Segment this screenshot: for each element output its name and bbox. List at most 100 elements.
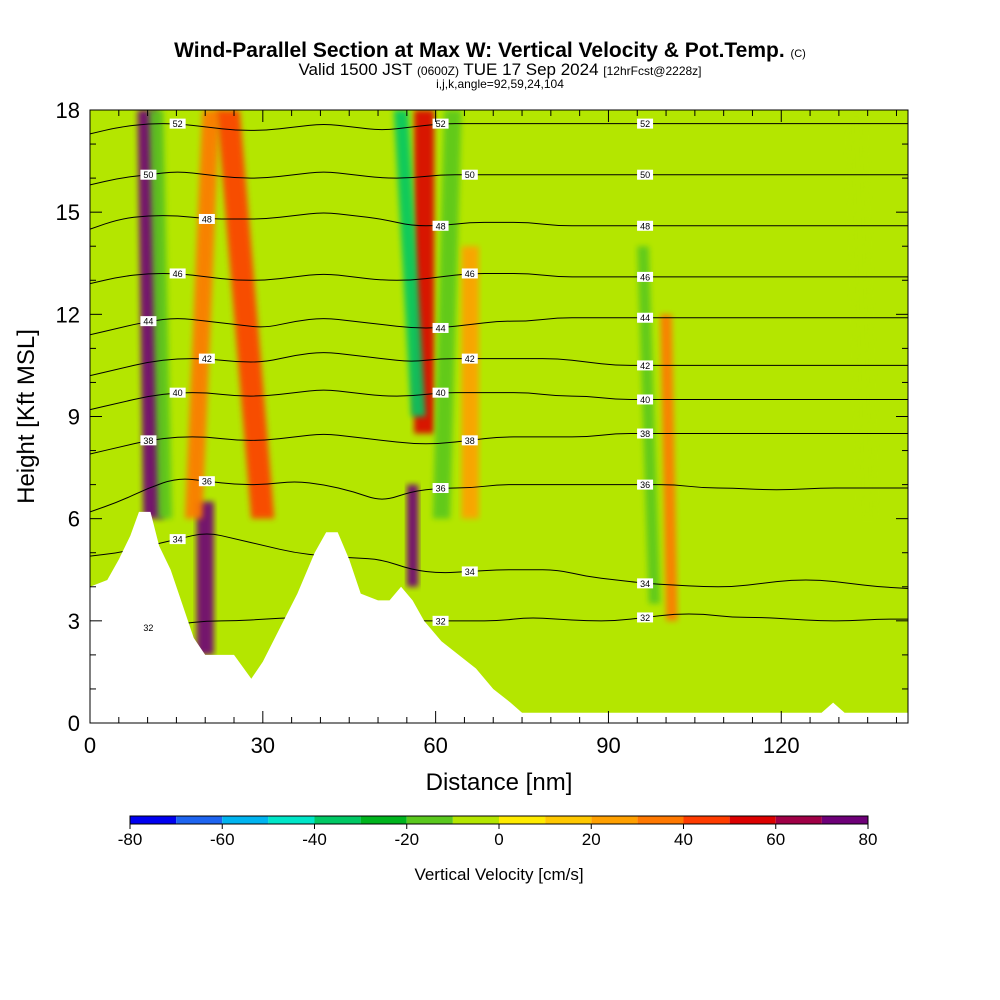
theta-contour-38 [90,433,908,455]
contour-label-48: 48 [436,221,446,231]
chart-subtitle: Valid 1500 JST (0600Z) TUE 17 Sep 2024 [… [298,60,701,79]
contour-label-bg [169,118,186,129]
contour-label-bg [198,213,215,224]
colorbar-tick-label: -60 [210,830,235,849]
contour-label-bg [637,612,654,623]
colorbar-segment [222,816,269,824]
contour-label-bg [169,268,186,279]
contour-label-bg [169,534,186,545]
colorbar-segment [821,816,868,824]
colorbar-segment [176,816,223,824]
contour-label-34: 34 [465,567,475,577]
contour-label-bg [637,220,654,231]
velocity-band-3 [185,110,220,519]
contour-label-bg [432,220,449,231]
contour-label-bg [140,169,157,180]
contour-label-bg [637,360,654,371]
contour-label-52: 52 [436,119,446,129]
contour-label-48: 48 [202,214,212,224]
contour-label-34: 34 [173,535,183,545]
contour-label-bg [169,387,186,398]
contour-label-bg [432,118,449,129]
contour-label-44: 44 [640,313,650,323]
contour-label-32: 32 [640,613,650,623]
y-tick-label: 9 [68,405,80,430]
contour-label-46: 46 [640,272,650,282]
contour-label-bg [432,322,449,333]
velocity-field [137,110,877,655]
contour-label-bg [637,479,654,490]
colorbar: -80 -60 -40 -20 0 20 40 60 80 [118,815,878,849]
contour-label-38: 38 [465,436,475,446]
x-tick-label: 30 [251,733,275,758]
contour-label-36: 36 [436,484,446,494]
colorbar-segment [637,816,684,824]
theta-contour-46 [90,272,908,285]
contour-label-bg [461,435,478,446]
colorbar-tick-label: 20 [582,830,601,849]
contour-label-32: 32 [436,616,446,626]
colorbar-segment [452,816,499,824]
contour-label-bg [198,353,215,364]
y-tick-label: 12 [56,302,80,327]
contour-label-50: 50 [465,170,475,180]
contour-label-bg [140,316,157,327]
contour-label-bg [140,435,157,446]
contour-label-34: 34 [640,579,650,589]
contour-label-46: 46 [173,269,183,279]
contour-label-42: 42 [640,361,650,371]
theta-contour-labels: 32 32 32 34 34 34 36 36 36 38 38 38 40 40 40 42 42 42 44 44… [140,118,654,633]
colorbar-segment [729,816,776,824]
contour-label-36: 36 [202,477,212,487]
contour-label-bg [461,169,478,180]
velocity-band-2 [196,501,214,655]
colorbar-segment [360,816,407,824]
colorbar-tick-label: -20 [394,830,419,849]
y-tick-label: 18 [56,98,80,123]
contour-label-52: 52 [173,119,183,129]
contour-label-50: 50 [640,170,650,180]
contour-label-46: 46 [465,269,475,279]
contour-label-48: 48 [640,221,650,231]
velocity-band-7 [393,110,426,417]
contour-label-44: 44 [143,317,153,327]
x-tick-label: 90 [596,733,620,758]
contour-label-bg [461,566,478,577]
theta-contour-44 [90,317,908,336]
velocity-band-10 [637,246,661,604]
colorbar-label: Vertical Velocity [cm/s] [414,865,583,884]
colorbar-tick-label: -80 [118,830,143,849]
velocity-band-4 [216,110,275,519]
colorbar-tick-label: 80 [859,830,878,849]
terrain-mask [90,511,908,723]
contour-label-bg [432,483,449,494]
colorbar-tick-label: 40 [674,830,693,849]
contour-label-52: 52 [640,119,650,129]
contour-label-50: 50 [143,170,153,180]
velocity-band-11 [660,314,678,621]
colorbar-segment [683,816,730,824]
colorbar-tick-label: 0 [494,830,503,849]
contour-label-bg [432,387,449,398]
y-tick-label: 15 [56,200,80,225]
contour-label-bg [140,622,157,633]
colorbar-tick-label: -40 [302,830,327,849]
y-tick-label: 3 [68,609,80,634]
theta-contour-40 [90,389,908,411]
theta-contour-34 [90,533,908,589]
contour-label-40: 40 [436,388,446,398]
velocity-band-1 [149,110,173,519]
x-tick-label: 0 [84,733,96,758]
velocity-band-8 [432,110,462,519]
y-axis-label: Height [Kft MSL] [13,329,40,504]
velocity-band-12 [847,110,877,519]
x-tick-label: 120 [763,733,800,758]
x-tick-label: 60 [423,733,447,758]
contour-label-bg [198,476,215,487]
theta-contour-50 [90,171,908,186]
colorbar-segment [314,816,361,824]
contour-label-bg [637,428,654,439]
title-mark: (C) [791,48,806,60]
